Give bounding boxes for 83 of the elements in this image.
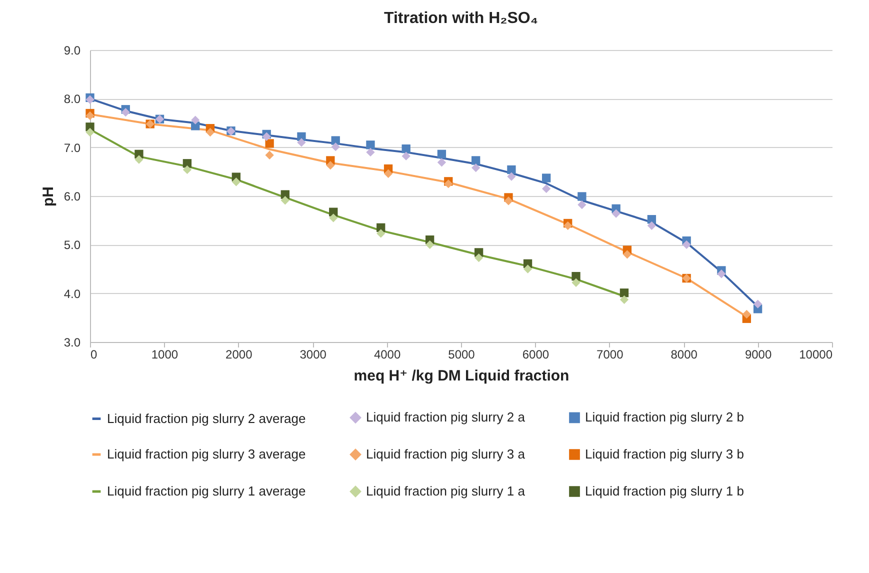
point [376, 229, 386, 238]
legend-label: Liquid fraction pig slurry 1 average [107, 484, 306, 498]
legend-label: Liquid fraction pig slurry 2 a [366, 410, 526, 425]
point [191, 116, 200, 124]
y-tick-label: 6.0 [64, 190, 81, 204]
legend-label: Liquid fraction pig slurry 2 b [585, 410, 744, 425]
point [507, 172, 516, 181]
x-tick-label: 8000 [670, 348, 698, 362]
x-tick-label: 6000 [522, 348, 550, 362]
x-tick-label: 3000 [300, 348, 327, 362]
chart-title: Titration with H₂SO₄ [384, 10, 538, 27]
point [262, 132, 271, 141]
point [578, 192, 586, 201]
point [753, 300, 762, 308]
point [331, 142, 340, 152]
point [402, 152, 410, 160]
point [437, 150, 446, 158]
legend-label: Liquid fraction pig slurry 3 b [585, 446, 744, 462]
point [742, 310, 751, 319]
point [86, 128, 94, 137]
legend-label: Liquid fraction pig slurry 1 b [585, 484, 744, 498]
legend-label: Liquid fraction pig slurry 3 average [107, 446, 306, 462]
point [366, 148, 375, 157]
y-tick-label: 7.0 [64, 140, 81, 155]
point [206, 128, 215, 137]
x-tick-label: 2000 [226, 348, 253, 362]
x-tick-label: 10000 [799, 348, 833, 362]
point [647, 221, 656, 230]
point [612, 209, 620, 218]
y-tick-label: 3.0 [64, 336, 81, 350]
point [542, 174, 551, 182]
legend-label: Liquid fraction pig slurry 2 average [107, 410, 306, 426]
point [472, 163, 480, 172]
point [265, 139, 274, 148]
point [620, 295, 629, 304]
point [326, 161, 335, 170]
y-tick-label: 4.0 [64, 286, 81, 301]
point [578, 200, 586, 210]
point [86, 111, 94, 120]
point [523, 264, 532, 274]
point [622, 250, 632, 259]
point [572, 272, 580, 281]
x-tick-label: 7000 [596, 348, 624, 362]
point [384, 169, 393, 178]
point [717, 270, 726, 278]
legend-label: Liquid fraction pig slurry 1 a [366, 484, 526, 498]
x-tick-label: 0 [90, 348, 98, 362]
point [647, 215, 656, 224]
point [329, 214, 338, 222]
point [472, 156, 480, 165]
point [572, 278, 580, 287]
y-tick-label: 5.0 [64, 238, 81, 252]
point [280, 196, 290, 205]
point [121, 108, 130, 117]
point [134, 155, 144, 164]
y-tick-label: 9.0 [64, 44, 81, 58]
point [504, 196, 513, 206]
legend-label: Liquid fraction pig slurry 3 a [366, 446, 526, 462]
point [297, 132, 306, 141]
point [620, 288, 629, 298]
x-tick-label: 1000 [151, 348, 178, 362]
point [366, 140, 375, 150]
point [232, 178, 241, 186]
y-tick-label: 8.0 [64, 92, 81, 106]
point [297, 138, 306, 147]
point [437, 158, 446, 167]
x-tick-label: 9000 [744, 348, 772, 362]
point [426, 240, 434, 249]
point [507, 165, 516, 174]
x-tick-label: 4000 [374, 348, 401, 362]
point [331, 136, 340, 145]
point [542, 184, 551, 194]
y-axis-title: pH [40, 186, 57, 206]
point [182, 159, 192, 168]
point [265, 150, 274, 160]
x-tick-label: 5000 [448, 348, 476, 362]
point [474, 253, 484, 262]
point [402, 144, 410, 154]
point [564, 221, 572, 230]
point [444, 180, 453, 188]
point [682, 240, 691, 249]
x-axis-title: meq H⁺ /kg DM Liquid fraction [354, 368, 570, 384]
point [182, 165, 192, 174]
